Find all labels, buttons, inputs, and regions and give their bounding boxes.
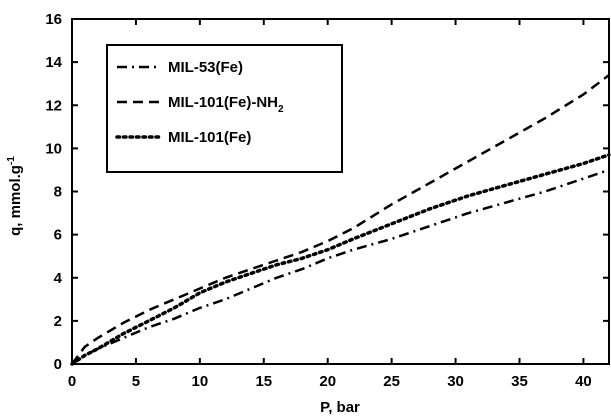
series-line-1	[71, 168, 610, 366]
y-axis-title-superscript: -1	[6, 156, 17, 165]
axes	[71, 18, 610, 365]
y-tick-label: 12	[45, 97, 62, 114]
y-tick-label: 6	[54, 227, 62, 244]
y-tick-label: 0	[54, 356, 62, 373]
y-tick-label: 14	[45, 54, 62, 71]
x-axis-title: P, bar	[320, 399, 360, 416]
series-layer	[70, 74, 611, 366]
y-axis-title-main: q, mmol.g	[7, 165, 24, 236]
y-tick-label: 10	[45, 140, 62, 157]
y-axis-title: q, mmol.g-1	[6, 156, 24, 236]
legend-label-3: MIL-101(Fe)	[168, 129, 251, 146]
x-tick-label: 15	[255, 373, 272, 390]
x-tick-label: 25	[383, 373, 400, 390]
x-tick-label: 40	[575, 373, 592, 390]
x-tick-label: 35	[511, 373, 528, 390]
series-line-2	[70, 74, 610, 365]
x-tick-label: 20	[319, 373, 336, 390]
legend-label-2: MIL-101(Fe)-NH2	[168, 94, 284, 115]
x-tick-label: 10	[192, 373, 209, 390]
x-tick-label: 30	[447, 373, 464, 390]
y-tick-label: 2	[54, 313, 62, 330]
x-tick-label: 5	[132, 373, 140, 390]
legend: MIL-53(Fe) MIL-101(Fe)-NH2 MIL-101(Fe)	[106, 44, 343, 173]
y-tick-label: 8	[54, 184, 62, 201]
x-tick-label: 0	[68, 373, 76, 390]
tick-labels: 0 5 10 15 20 25 30 35 40 0 2 4 6 8 10 12 14 16	[45, 11, 591, 390]
series-line-3	[70, 153, 611, 366]
legend-label-1: MIL-53(Fe)	[168, 59, 243, 76]
y-tick-label: 4	[54, 270, 63, 287]
y-tick-label: 16	[45, 11, 62, 28]
svg-text:q, mmol.g-1: q, mmol.g-1	[6, 156, 24, 236]
